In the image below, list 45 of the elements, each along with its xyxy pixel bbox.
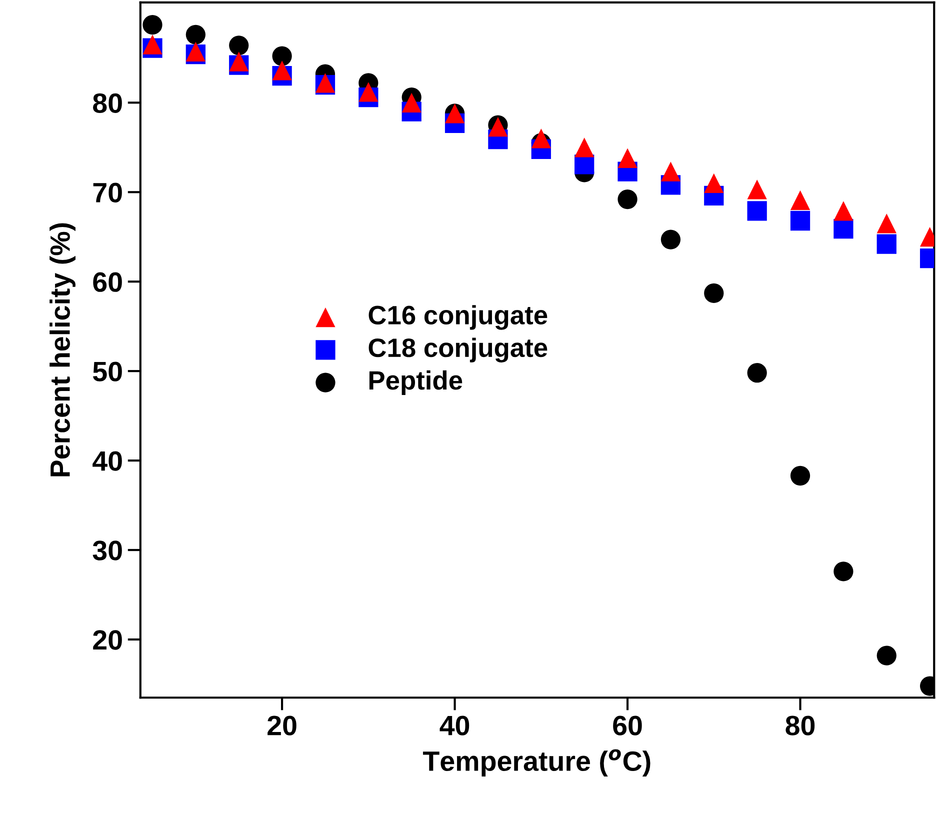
point bbox=[531, 128, 551, 148]
y-tick-label: 50 bbox=[93, 362, 122, 382]
y-tick-label: 30 bbox=[92, 540, 122, 560]
point bbox=[790, 210, 810, 231]
point bbox=[834, 562, 854, 582]
point bbox=[704, 283, 724, 304]
point bbox=[876, 646, 896, 666]
legend-label: Peptide bbox=[369, 370, 462, 395]
point bbox=[790, 466, 810, 486]
point bbox=[272, 60, 292, 80]
point bbox=[876, 234, 896, 254]
y-tick-label: 40 bbox=[92, 451, 122, 471]
point bbox=[834, 218, 854, 239]
point bbox=[574, 138, 594, 158]
legend-label: C16 conjugate bbox=[368, 305, 548, 330]
point bbox=[358, 82, 378, 102]
point bbox=[747, 180, 767, 200]
y-tick-label: 80 bbox=[93, 93, 122, 113]
point bbox=[704, 173, 724, 193]
point bbox=[229, 52, 249, 72]
point bbox=[660, 162, 681, 182]
point bbox=[618, 148, 638, 168]
point bbox=[402, 92, 422, 112]
legend-label: C18 conjugate bbox=[368, 338, 548, 362]
y-axis-title: Percent helicity (%) bbox=[50, 223, 76, 476]
point bbox=[834, 201, 854, 221]
point bbox=[747, 201, 767, 221]
point bbox=[229, 36, 249, 56]
x-tick-label: 40 bbox=[440, 716, 470, 736]
point bbox=[142, 14, 162, 35]
point bbox=[876, 214, 896, 234]
point bbox=[186, 24, 206, 44]
point bbox=[142, 34, 162, 54]
point bbox=[660, 230, 681, 250]
point bbox=[747, 363, 767, 383]
point bbox=[618, 189, 638, 210]
y-tick-label: 20 bbox=[93, 630, 122, 650]
y-tick-label: 70 bbox=[93, 182, 122, 202]
x-axis-title: Temperature ($^{o}$C) bbox=[422, 749, 650, 777]
x-tick-label: 80 bbox=[786, 716, 815, 736]
x-tick-label: 60 bbox=[613, 716, 642, 736]
point bbox=[272, 46, 292, 66]
point bbox=[790, 190, 810, 210]
y-tick-label: 60 bbox=[93, 272, 122, 292]
x-tick-label: 20 bbox=[268, 716, 296, 736]
